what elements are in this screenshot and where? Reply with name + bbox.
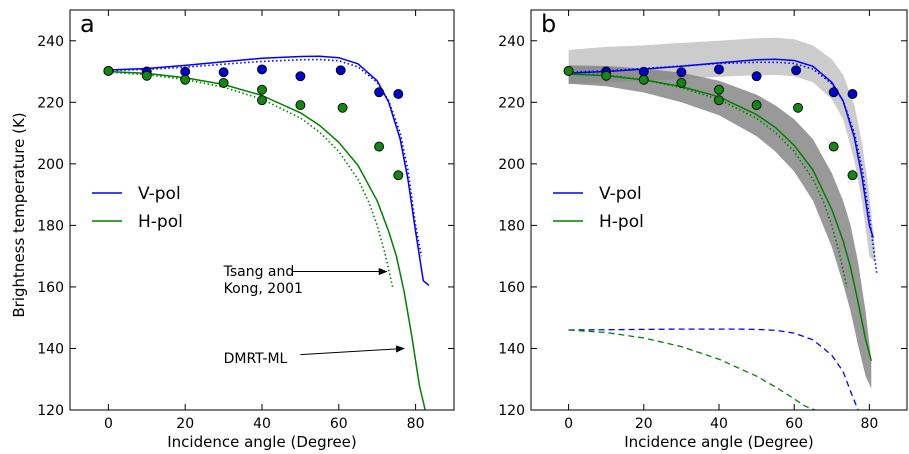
data-point-h-pol: [714, 84, 724, 95]
x-tick-label: 0: [564, 416, 573, 432]
data-point-v-pol: [335, 65, 346, 76]
data-point-v-pol: [791, 65, 802, 76]
x-tick-label: 40: [253, 416, 271, 432]
y-tick-label: 120: [37, 403, 64, 419]
data-point-h-pol: [180, 74, 191, 85]
series-line-dotted-h: [568, 72, 848, 288]
ticks: 0 20 40 60 80 120 140 160 180 200 220 240: [37, 10, 454, 432]
data-point-h-pol: [793, 102, 803, 113]
measurement-points: [103, 64, 404, 181]
band-v-pol: [568, 37, 875, 263]
series-line-dotted-h: [108, 71, 394, 288]
data-point-v-pol: [676, 67, 687, 78]
x-axis-label: Incidence angle (Degree): [624, 433, 814, 451]
annotation-text: DMRT-ML: [224, 351, 288, 367]
legend-label: H-pol: [599, 212, 644, 232]
y-tick-label: 240: [37, 34, 64, 50]
y-tick-label: 200: [498, 157, 525, 173]
x-axis-label: Incidence angle (Degree): [167, 433, 357, 451]
data-point-v-pol: [374, 87, 385, 98]
legend-label: H-pol: [138, 212, 183, 232]
y-tick-label: 200: [37, 157, 64, 173]
data-point-v-pol: [393, 89, 404, 99]
data-point-v-pol: [828, 87, 839, 98]
y-tick-label: 160: [37, 280, 64, 296]
y-tick-label: 120: [498, 403, 525, 419]
panel-a: 0 20 40 60 80 120 140 160 180 200 220 240 Incidence…: [37, 9, 455, 451]
annotation-line: Kong, 2001: [224, 281, 303, 297]
x-tick-label: 80: [860, 416, 878, 432]
series-line-dashed-h: [568, 329, 816, 410]
annotation-line: DMRT-ML: [224, 351, 288, 367]
data-point-h-pol: [337, 102, 348, 113]
y-tick-label: 240: [498, 34, 525, 50]
y-tick-label: 140: [37, 341, 64, 357]
y-tick-label: 140: [498, 341, 525, 357]
data-point-h-pol: [393, 170, 404, 181]
x-tick-label: 20: [635, 416, 653, 432]
y-tick-label: 160: [498, 280, 525, 296]
panel-b: 0 20 40 60 80 120 140 160 180 200 220 240 Incidence…: [498, 9, 908, 451]
series-line-solid-v: [568, 58, 874, 238]
x-tick-label: 60: [785, 416, 803, 432]
data-point-h-pol: [563, 65, 574, 76]
series-line-dashed-v: [568, 328, 859, 410]
legend: V-pol H-pol: [553, 184, 644, 232]
data-point-h-pol: [601, 70, 612, 81]
y-tick-label: 220: [498, 95, 525, 111]
data-point-h-pol: [847, 170, 858, 181]
legend-label: V-pol: [599, 184, 642, 204]
x-tick-label: 0: [104, 416, 113, 432]
x-tick-label: 60: [330, 416, 348, 432]
data-point-h-pol: [751, 100, 762, 111]
data-point-h-pol: [141, 70, 152, 81]
series-line-dotted-v: [108, 58, 423, 257]
annotation-line: Tsang and: [223, 264, 295, 280]
data-point-h-pol: [257, 95, 267, 106]
data-point-v-pol: [257, 64, 267, 75]
panel-letter: a: [80, 10, 95, 38]
data-point-h-pol: [638, 74, 649, 85]
data-point-v-pol: [847, 89, 858, 99]
x-tick-label: 20: [176, 416, 194, 432]
y-tick-label: 180: [498, 218, 525, 234]
ticks: 0 20 40 60 80 120 140 160 180 200 220 240: [498, 10, 907, 432]
y-tick-label: 220: [37, 95, 64, 111]
panel-letter: b: [541, 10, 556, 38]
data-point-h-pol: [676, 77, 687, 88]
series-line-solid-v: [108, 55, 430, 286]
data-point-h-pol: [103, 65, 114, 76]
x-tick-label: 40: [710, 416, 728, 432]
x-tick-label: 80: [407, 416, 425, 432]
data-point-h-pol: [714, 95, 724, 106]
data-point-h-pol: [374, 141, 385, 152]
data-point-h-pol: [218, 77, 229, 88]
data-point-v-pol: [751, 71, 762, 82]
measurement-points: [563, 64, 858, 181]
y-tick-label: 180: [37, 218, 64, 234]
legend-label: V-pol: [138, 184, 181, 204]
data-point-v-pol: [295, 71, 306, 82]
annotation-arrow: [300, 345, 405, 356]
data-point-h-pol: [295, 100, 306, 111]
data-point-v-pol: [714, 64, 724, 75]
series-lines: [568, 58, 878, 410]
data-point-h-pol: [257, 84, 267, 95]
data-point-h-pol: [828, 141, 839, 152]
y-axis-label: Brightness temperature (K): [10, 112, 28, 317]
data-point-v-pol: [218, 67, 229, 78]
series-line-solid-h: [108, 70, 426, 410]
annotations: Tsang and Kong, 2001 DMRT-ML: [223, 264, 405, 367]
legend: V-pol H-pol: [92, 184, 183, 232]
annotation-text: Tsang and Kong, 2001: [223, 264, 303, 297]
